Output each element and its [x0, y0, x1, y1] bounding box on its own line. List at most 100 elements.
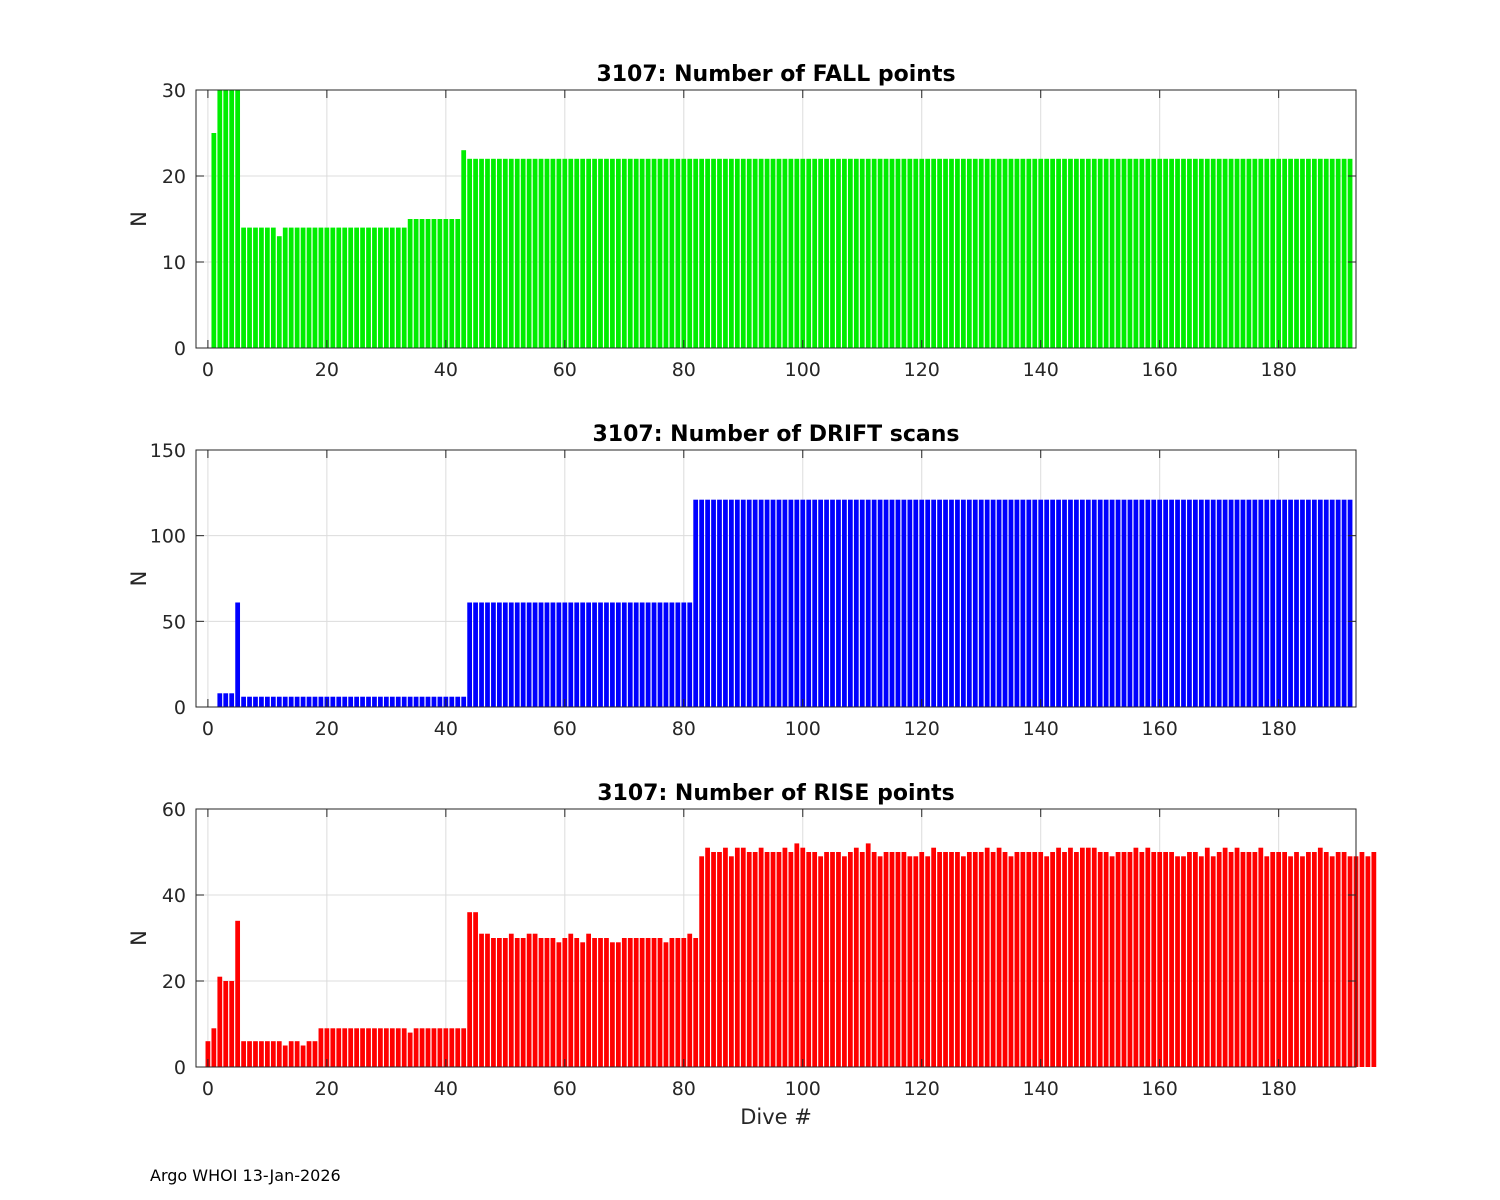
rise-bar — [996, 847, 1002, 1067]
fall-y-tick-label: 0 — [174, 338, 186, 360]
drift-bar — [276, 696, 282, 707]
rise-bar — [1079, 847, 1085, 1067]
drift-chart-title: 3107: Number of DRIFT scans — [592, 422, 959, 447]
rise-bar — [1341, 852, 1347, 1067]
rise-bar — [276, 1041, 282, 1067]
rise-bar — [812, 852, 818, 1067]
fall-bar — [734, 158, 740, 348]
fall-bar — [800, 158, 806, 348]
rise-bar — [372, 1028, 377, 1067]
fall-bar — [580, 158, 586, 348]
rise-bar — [853, 847, 859, 1067]
fall-bar — [538, 158, 544, 348]
fall-bar — [740, 158, 746, 348]
rise-bar — [776, 852, 782, 1067]
fall-bar — [568, 158, 574, 348]
drift-bar — [1198, 499, 1204, 707]
rise-bar — [740, 847, 746, 1067]
rise-bar — [229, 981, 235, 1067]
drift-bar — [1311, 499, 1317, 707]
rise-bar — [865, 843, 871, 1067]
drift-bar — [514, 602, 520, 707]
fall-bar — [990, 158, 996, 348]
rise-bar — [1210, 856, 1216, 1067]
rise-bar — [1014, 852, 1020, 1067]
drift-bar — [633, 602, 639, 707]
drift-x-tick-label: 40 — [434, 718, 458, 740]
rise-x-tick-label: 40 — [434, 1078, 458, 1100]
drift-x-tick-label: 60 — [553, 718, 577, 740]
drift-bar — [859, 499, 865, 707]
fall-bar — [324, 227, 330, 348]
fall-bar — [889, 158, 895, 348]
drift-bar — [312, 696, 318, 707]
rise-bar — [782, 847, 788, 1067]
fall-bar — [449, 219, 455, 348]
drift-bar — [1306, 499, 1311, 707]
fall-bar — [746, 158, 752, 348]
drift-bar — [491, 602, 496, 707]
rise-bar — [270, 1041, 276, 1067]
drift-bar — [824, 499, 829, 707]
rise-bar — [508, 933, 514, 1067]
fall-bar — [395, 227, 401, 348]
rise-bar — [788, 852, 794, 1067]
drift-bar — [687, 602, 693, 707]
drift-x-tick-label: 80 — [672, 718, 696, 740]
fall-bar — [895, 158, 901, 348]
drift-bar — [217, 693, 223, 707]
fall-bar — [265, 227, 270, 348]
fall-bar — [711, 158, 716, 348]
drift-bar — [1121, 499, 1127, 707]
fall-bar — [1026, 158, 1032, 348]
rise-bar — [318, 1028, 324, 1067]
drift-bar — [1044, 499, 1050, 707]
rise-bar — [752, 852, 758, 1067]
fall-bar — [491, 158, 496, 348]
drift-bar — [1097, 499, 1103, 707]
rise-x-tick-label: 100 — [785, 1078, 821, 1100]
fall-bar — [1198, 158, 1204, 348]
drift-bar — [556, 602, 562, 707]
rise-bar — [1270, 852, 1276, 1067]
rise-bar — [1175, 856, 1180, 1067]
drift-bar — [288, 696, 294, 707]
rise-bar — [378, 1028, 383, 1067]
rise-bar — [479, 933, 484, 1067]
drift-bar — [806, 499, 812, 707]
drift-bar — [1163, 499, 1169, 707]
drift-bar — [919, 499, 925, 707]
rise-bar — [889, 852, 895, 1067]
fall-bar — [842, 158, 847, 348]
drift-bar — [776, 499, 782, 707]
drift-bar — [247, 696, 252, 707]
fall-bar — [1056, 158, 1061, 348]
rise-bar — [1216, 852, 1222, 1067]
rise-bar — [389, 1028, 395, 1067]
fall-bar — [437, 219, 443, 348]
rise-bar — [1074, 852, 1079, 1067]
rise-bar — [919, 852, 925, 1067]
drift-bar — [538, 602, 544, 707]
rise-bar — [830, 852, 835, 1067]
fall-y-tick-label: 20 — [162, 166, 186, 188]
rise-bar — [770, 852, 776, 1067]
drift-bar — [990, 499, 996, 707]
drift-bar — [972, 499, 978, 707]
rise-bar — [746, 852, 752, 1067]
fall-bar — [443, 219, 449, 348]
rise-bar — [1240, 852, 1246, 1067]
rise-bar — [217, 976, 223, 1067]
drift-bar — [425, 696, 431, 707]
rise-y-tick-label: 60 — [162, 799, 186, 821]
drift-x-tick-label: 120 — [904, 718, 940, 740]
drift-axes-frame — [195, 449, 1357, 708]
drift-bar — [883, 499, 889, 707]
drift-bar — [318, 696, 324, 707]
drift-bar — [764, 499, 770, 707]
fall-bar — [657, 158, 663, 348]
rise-bar — [842, 856, 847, 1067]
rise-bar — [699, 856, 705, 1067]
rise-bar — [627, 938, 633, 1067]
drift-x-tick-label: 0 — [202, 718, 214, 740]
